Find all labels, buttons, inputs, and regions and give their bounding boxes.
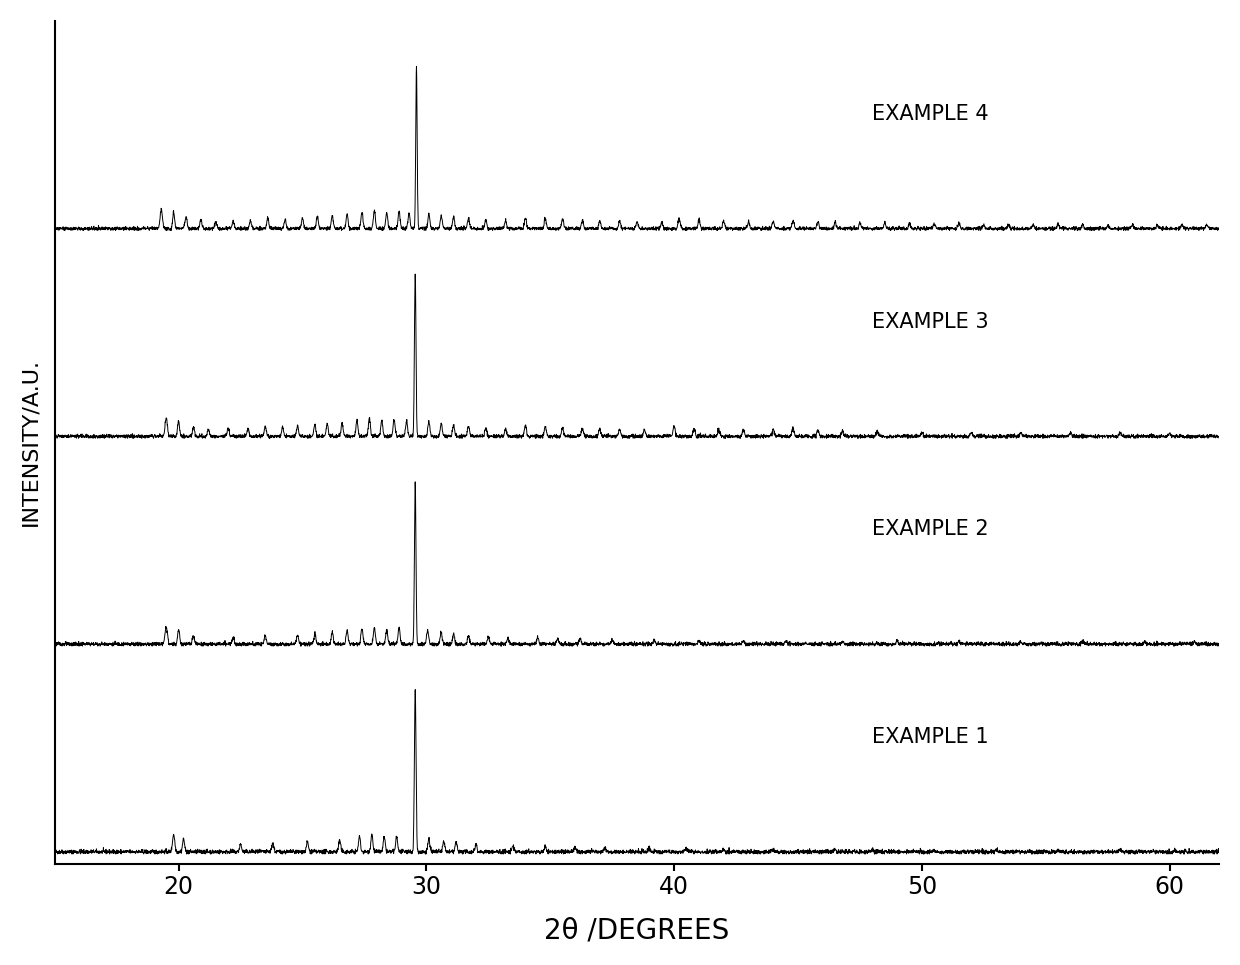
Y-axis label: INTENSITY/A.U.: INTENSITY/A.U. [21,358,41,526]
Text: EXAMPLE 3: EXAMPLE 3 [872,312,990,332]
Text: EXAMPLE 4: EXAMPLE 4 [872,104,990,124]
Text: EXAMPLE 2: EXAMPLE 2 [872,519,990,539]
Text: EXAMPLE 1: EXAMPLE 1 [872,727,990,747]
X-axis label: 2θ /DEGREES: 2θ /DEGREES [544,916,729,944]
